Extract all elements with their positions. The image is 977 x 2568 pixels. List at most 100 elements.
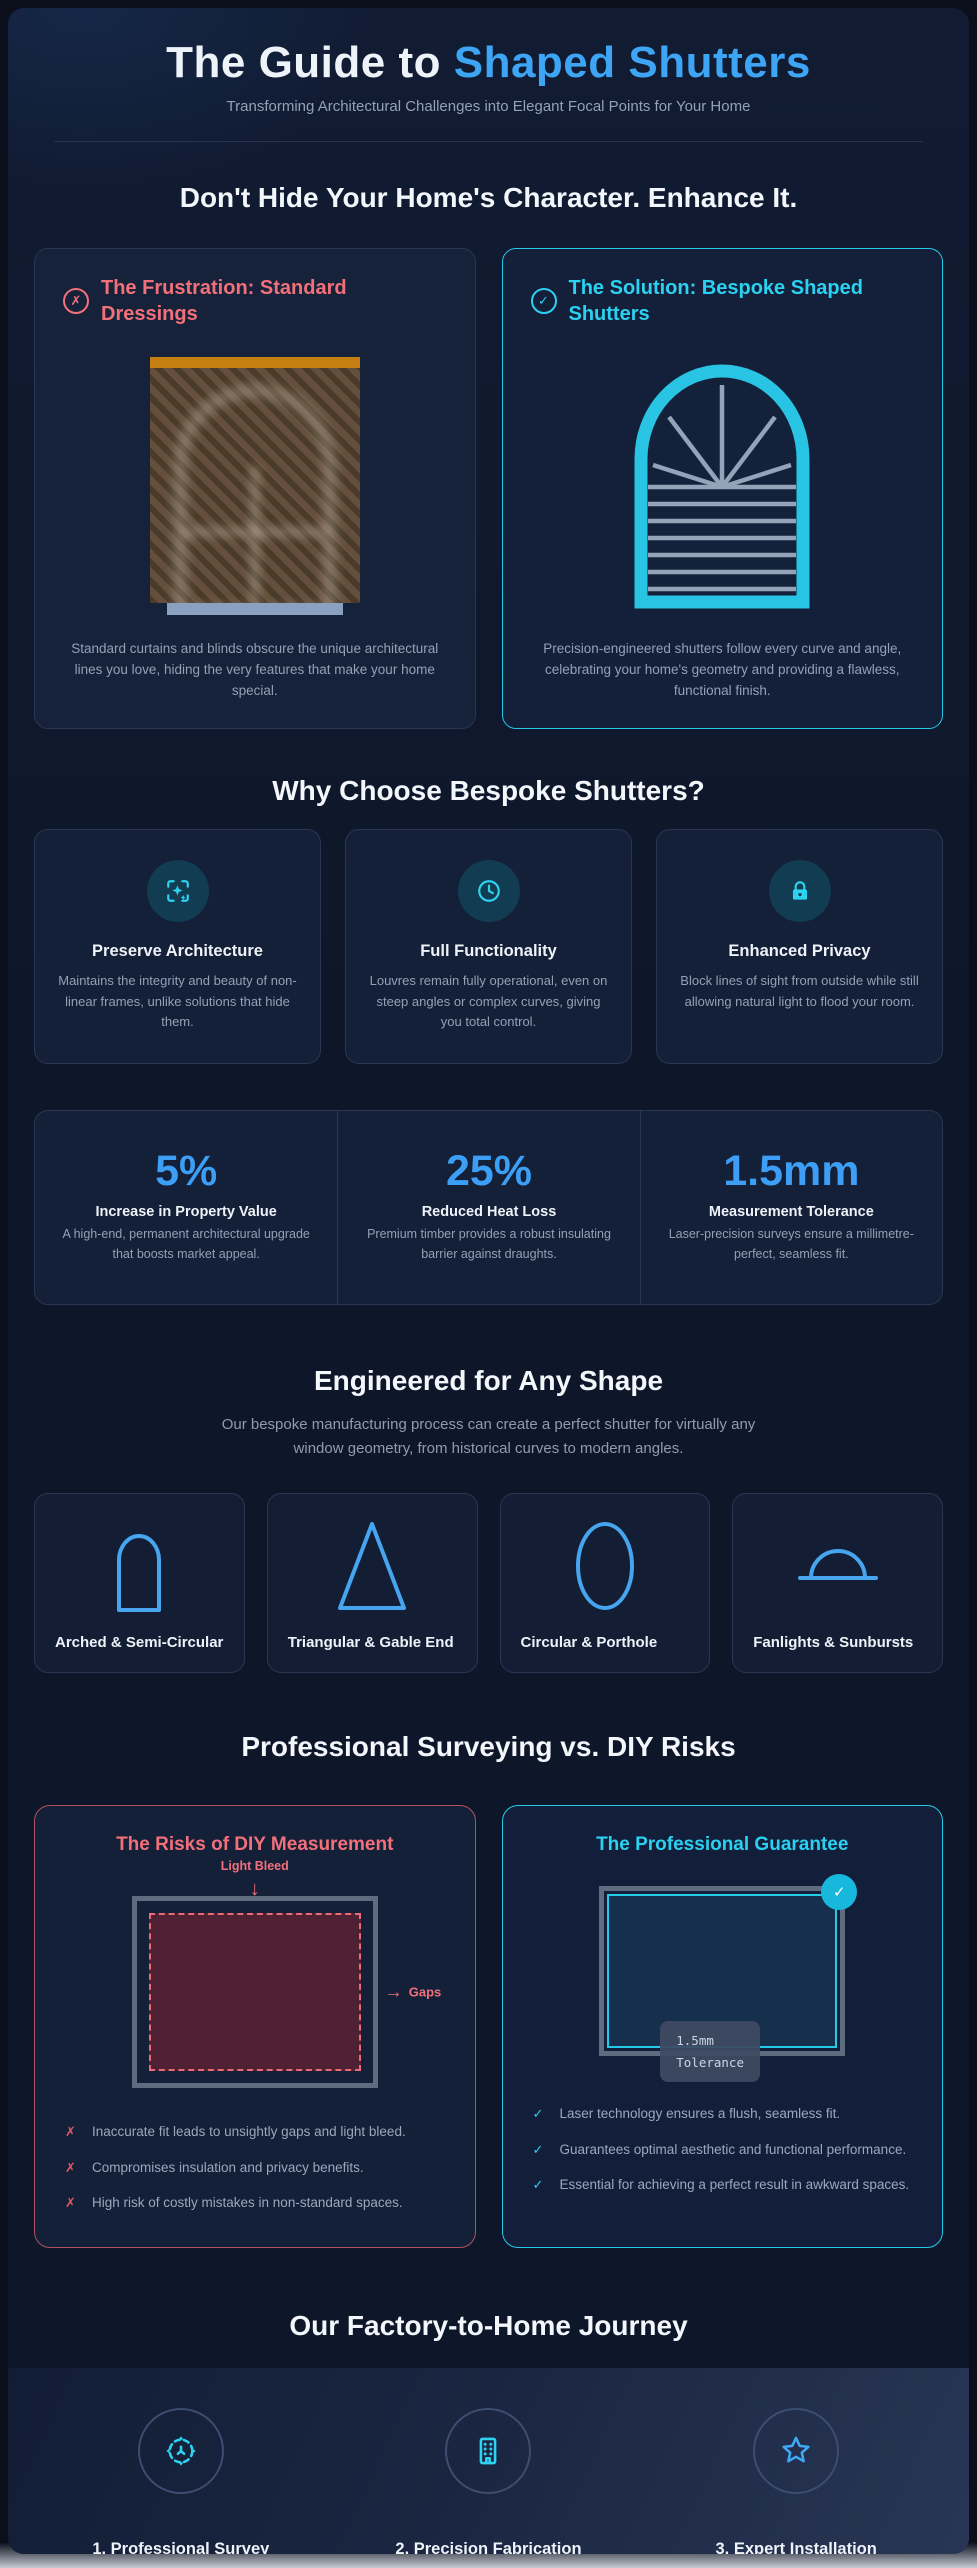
hidden-arch-outline [175,386,334,603]
factory-icon [445,2408,532,2495]
stat-description: Laser-precision surveys ensure a millime… [668,1227,914,1261]
journey-step-fabrication: 2. Precision Fabrication Your shutters a… [358,2408,620,2554]
shapes-subtitle: Our bespoke manufacturing process can cr… [221,1415,756,1457]
comparison-section: Professional Surveying vs. DIY Risks The… [8,1673,969,2249]
infographic-sheet: The Guide to Shaped Shutters Transformin… [8,8,969,2554]
check-icon: ✓ [532,2106,544,2122]
feature-description: Louvres remain fully operational, even o… [369,972,608,1030]
feature-card-enhanced-privacy: Enhanced Privacy Block lines of sight fr… [656,828,943,1065]
dome-shape-icon [797,1548,878,1580]
tolerance-tooltip: 1.5mm Tolerance [660,2021,760,2082]
feature-title: Enhanced Privacy [728,941,871,960]
professional-title: The Professional Guarantee [596,1834,849,1856]
stat-property-value: 5% Increase in Property Value A high-end… [35,1111,337,1304]
page-title: The Guide to Shaped Shutters [8,38,969,88]
comparison-heading: Professional Surveying vs. DIY Risks [241,1731,736,1763]
error-circle-icon: ✗ [63,288,89,314]
header-divider [54,141,923,142]
shape-label: Circular & Porthole [520,1633,658,1651]
cross-icon: ✗ [65,2124,76,2140]
solution-title: The Solution: Bespoke Shaped Shutters [568,277,863,325]
stat-description: A high-end, permanent architectural upgr… [62,1227,310,1261]
triangle-shape-icon [338,1521,407,1610]
stat-label: Increase in Property Value [95,1204,277,1221]
stat-description: Premium timber provides a robust insulat… [367,1227,611,1261]
diy-title: The Risks of DIY Measurement [116,1834,394,1856]
frustration-title: The Frustration: Standard Dressings [101,277,347,325]
check-badge-icon: ✓ [821,1874,858,1911]
curtain-rail [149,357,360,368]
shapes-section: Engineered for Any Shape Our bespoke man… [8,1305,969,1674]
hidden-transom [181,528,328,536]
shapes-heading: Engineered for Any Shape [313,1364,664,1396]
diy-risks-card: The Risks of DIY Measurement Light Bleed… [34,1805,476,2249]
problem-solution-heading: Don't Hide Your Home's Character. Enhanc… [179,182,798,213]
professional-point: ✓ Essential for achieving a perfect resul… [533,2175,913,2195]
clock-icon [457,859,520,922]
solution-description: Precision-engineered shutters follow eve… [543,641,902,698]
stat-heat-loss: 25% Reduced Heat Loss Premium timber pro… [337,1111,639,1304]
shape-card-arched: Arched & Semi-Circular [34,1492,245,1674]
diy-fit-diagram: Light Bleed ↓ → Gaps [131,1859,441,2089]
page-title-accent: Shaped Shutters [453,38,811,87]
problem-solution-section: Don't Hide Your Home's Character. Enhanc… [8,142,969,729]
shape-card-triangular: Triangular & Gable End [266,1492,478,1674]
feature-title: Full Functionality [420,941,557,960]
check-circle-icon: ✓ [530,288,557,314]
feature-title: Preserve Architecture [92,941,263,960]
page-subtitle: Transforming Architectural Challenges in… [226,98,751,115]
arrow-down-icon: ↓ [249,1878,260,1901]
arched-shutter-illustration [634,364,810,609]
journey-step-title: 3. Expert Installation [715,2540,877,2554]
hidden-mullion [250,466,259,603]
badly-fitted-blind [148,1913,361,2072]
header: The Guide to Shaped Shutters Transformin… [8,8,969,142]
page-title-prefix: The Guide to [166,38,454,87]
circle-shape-icon [575,1521,634,1610]
gaps-annotation: → Gaps [384,1981,442,2002]
feature-card-preserve-architecture: Preserve Architecture Maintains the inte… [34,828,321,1065]
feature-description: Maintains the integrity and beauty of no… [58,972,297,1030]
cross-icon: ✗ [65,2194,76,2210]
professional-point: ✓ Laser technology ensures a flush, seaml… [533,2104,913,2124]
diy-point: ✗ High risk of costly mistakes in non-sta… [65,2193,445,2213]
frustration-card: ✗ The Frustration: Standard Dressings St… [34,248,476,729]
curtain [149,368,360,603]
stat-value: 25% [445,1147,533,1196]
check-icon: ✓ [532,2176,544,2192]
stat-tolerance: 1.5mm Measurement Tolerance Laser-precis… [639,1111,942,1304]
scan-sparkle-icon [146,859,209,922]
light-bleed-annotation: Light Bleed [220,1859,289,1874]
stat-value: 5% [155,1147,218,1196]
professional-point: ✓ Guarantees optimal aesthetic and functi… [533,2140,913,2160]
journey-heading: Our Factory-to-Home Journey [289,2310,688,2342]
journey-step-title: 1. Professional Survey [92,2540,270,2554]
stat-label: Reduced Heat Loss [421,1204,557,1221]
journey-step-installation: 3. Expert Installation Our dedicated tea… [665,2408,927,2554]
frustration-description: Standard curtains and blinds obscure the… [71,641,439,698]
diy-point: ✗ Inaccurate fit leads to unsightly gaps … [65,2122,445,2142]
lock-icon [768,859,831,922]
stat-value: 1.5mm [723,1147,860,1196]
shape-label: Triangular & Gable End [287,1633,454,1651]
curtained-window-illustration [149,357,360,615]
stats-panel: 5% Increase in Property Value A high-end… [34,1110,943,1305]
professional-guarantee-card: The Professional Guarantee ✓ 1.5mm Toler… [501,1805,943,2249]
feature-card-full-functionality: Full Functionality Louvres remain fully … [345,828,632,1065]
laser-survey-icon [137,2408,224,2495]
why-choose-heading: Why Choose Bespoke Shutters? [272,774,705,806]
arrow-right-icon: → [384,1981,403,2002]
journey-step-title: 2. Precision Fabrication [395,2540,582,2554]
cross-icon: ✗ [65,2159,76,2175]
why-choose-section: Why Choose Bespoke Shutters? Preserve Ar… [8,729,969,1305]
journey-section: Our Factory-to-Home Journey 1. Professio… [8,2248,969,2554]
shape-card-fanlight: Fanlights & Sunbursts [732,1492,943,1674]
check-icon: ✓ [532,2141,544,2157]
feature-description: Block lines of sight from outside while … [680,972,919,1009]
shape-label: Fanlights & Sunbursts [753,1633,914,1651]
professional-fit-diagram: ✓ 1.5mm Tolerance [599,1874,858,2082]
stat-label: Measurement Tolerance [708,1204,874,1221]
journey-step-survey: 1. Professional Survey Our experts use l… [50,2408,312,2554]
shape-card-circular: Circular & Porthole [499,1492,711,1674]
journey-panel: 1. Professional Survey Our experts use l… [8,2368,969,2554]
